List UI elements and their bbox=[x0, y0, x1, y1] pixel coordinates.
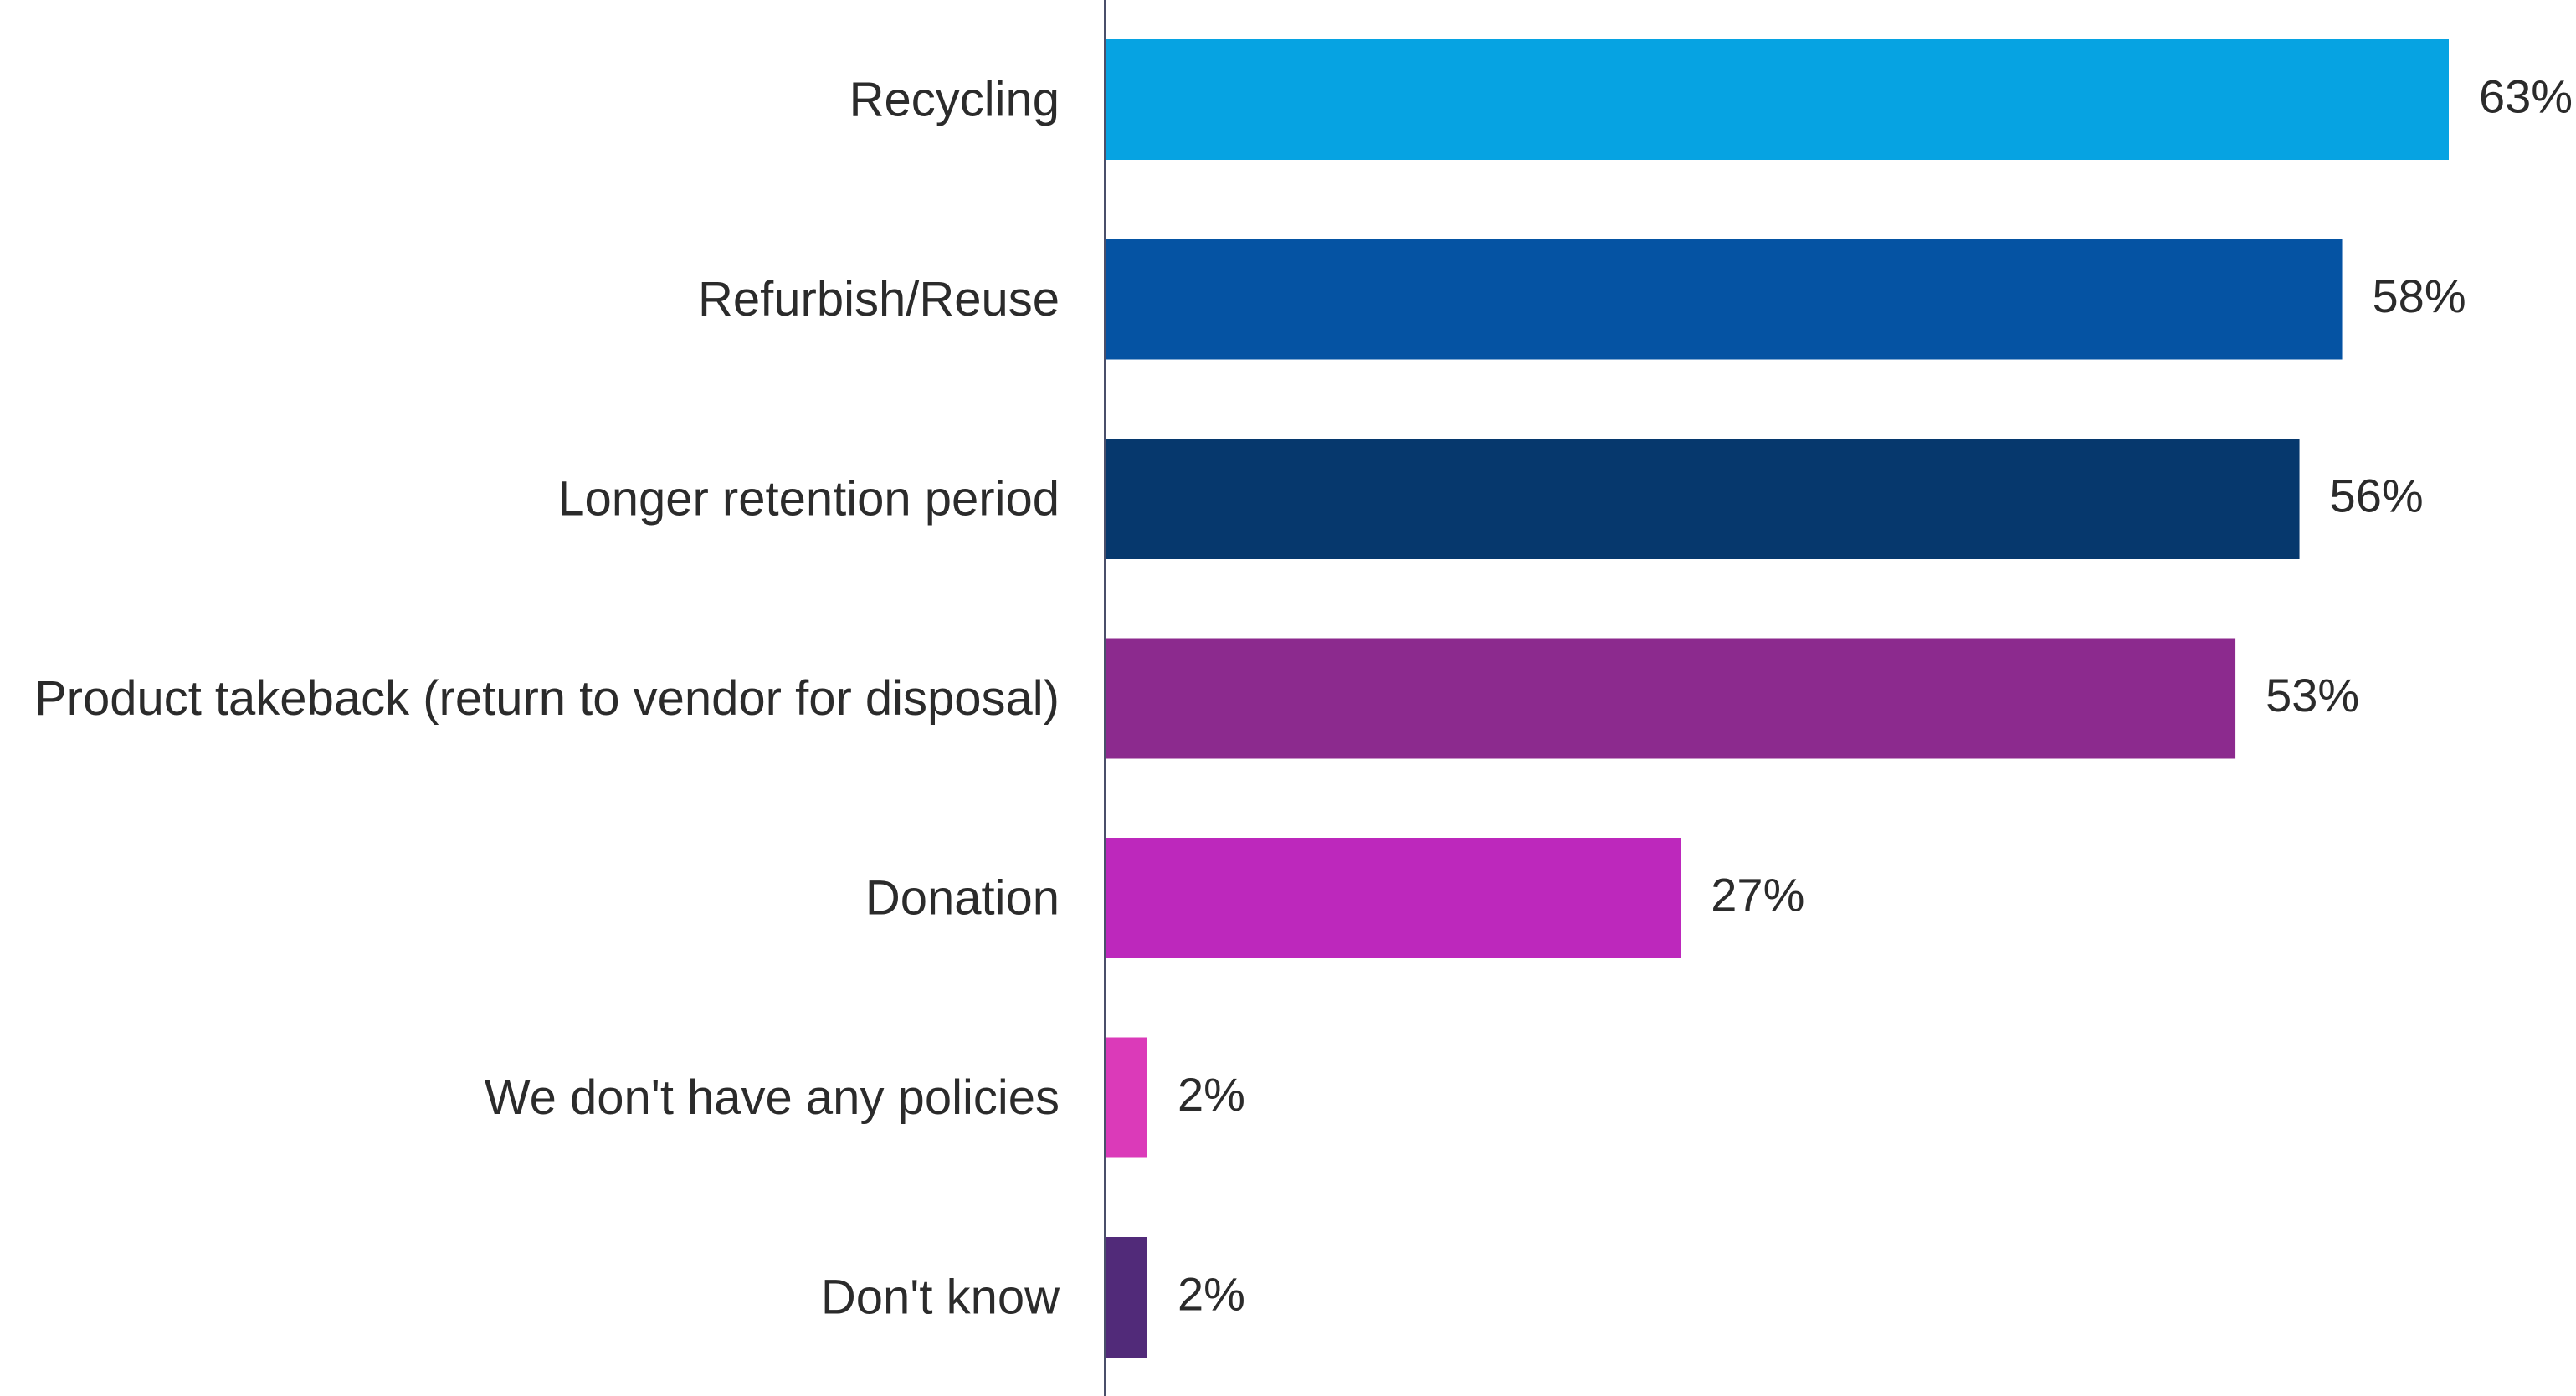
category-label-4: Donation bbox=[865, 871, 1060, 926]
value-label-6: 2% bbox=[1178, 1268, 1245, 1321]
bars-group bbox=[1105, 39, 2449, 1358]
value-label-0: 63% bbox=[2479, 70, 2573, 123]
value-labels-group: 63% 58% 56% 53% 27% 2% 2% bbox=[1178, 70, 2573, 1321]
value-label-1: 58% bbox=[2373, 269, 2466, 322]
bar-0 bbox=[1105, 39, 2449, 160]
bar-1 bbox=[1105, 239, 2343, 360]
value-label-2: 56% bbox=[2330, 470, 2424, 522]
category-labels-group: Recycling Refurbish/Reuse Longer retention… bbox=[34, 73, 1060, 1325]
category-label-1: Refurbish/Reuse bbox=[698, 272, 1060, 326]
bar-4 bbox=[1105, 838, 1681, 958]
bar-2 bbox=[1105, 439, 2300, 559]
value-label-3: 53% bbox=[2266, 669, 2359, 721]
category-label-5: We don't have any policies bbox=[485, 1070, 1060, 1125]
bar-5 bbox=[1105, 1037, 1147, 1158]
category-label-2: Longer retention period bbox=[557, 472, 1060, 526]
value-label-4: 27% bbox=[1711, 869, 1804, 921]
category-label-6: Don't know bbox=[821, 1270, 1060, 1325]
bar-6 bbox=[1105, 1237, 1147, 1358]
category-label-0: Recycling bbox=[849, 73, 1060, 127]
bar-3 bbox=[1105, 638, 2236, 759]
category-label-3: Product takeback (return to vendor for d… bbox=[34, 671, 1060, 726]
value-label-5: 2% bbox=[1178, 1068, 1245, 1121]
